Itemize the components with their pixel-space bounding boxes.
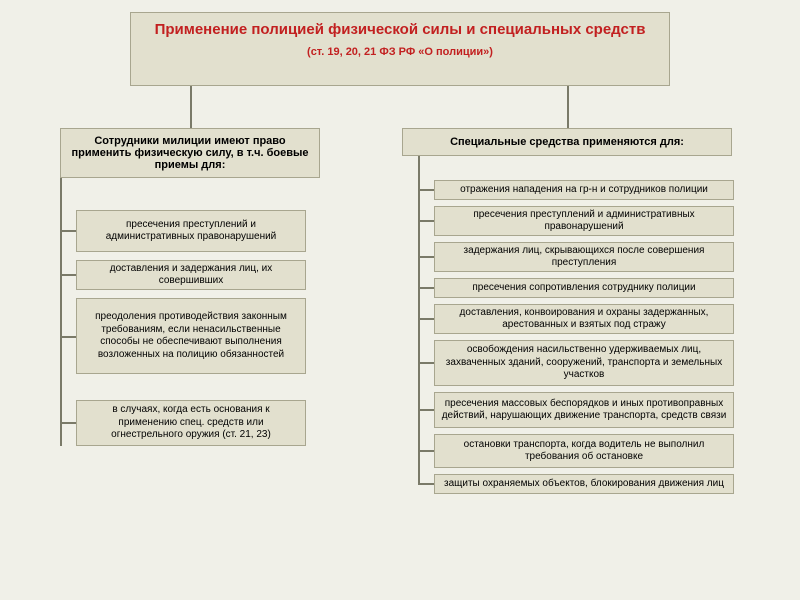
connector — [418, 362, 434, 364]
connector — [418, 318, 434, 320]
left-header: Сотрудники милиции имеют право применить… — [60, 128, 320, 178]
right-item: задержания лиц, скрывающихся после совер… — [434, 242, 734, 272]
connector — [418, 287, 434, 289]
connector — [418, 156, 420, 484]
connector — [418, 483, 434, 485]
title-box: Применение полицией физической силы и сп… — [130, 12, 670, 86]
connector — [60, 178, 62, 446]
title-main: Применение полицией физической силы и сп… — [151, 21, 649, 40]
connector — [190, 86, 192, 128]
connector — [60, 336, 76, 338]
right-item: остановки транспорта, когда водитель не … — [434, 434, 734, 468]
left-item: доставления и задержания лиц, их соверши… — [76, 260, 306, 290]
connector — [60, 274, 76, 276]
right-item: отражения нападения на гр-н и сотруднико… — [434, 180, 734, 200]
connector — [567, 86, 569, 128]
left-item: пресечения преступлений и административн… — [76, 210, 306, 252]
left-item: преодоления противодействия законным тре… — [76, 298, 306, 374]
connector — [418, 450, 434, 452]
connector — [418, 189, 434, 191]
right-item: защиты охраняемых объектов, блокирования… — [434, 474, 734, 494]
right-header: Специальные средства применяются для: — [402, 128, 732, 156]
connector — [60, 422, 76, 424]
right-item: пресечения преступлений и административн… — [434, 206, 734, 236]
connector — [418, 220, 434, 222]
right-item: пресечения сопротивления сотруднику поли… — [434, 278, 734, 298]
left-item: в случаях, когда есть основания к примен… — [76, 400, 306, 446]
right-item: доставления, конвоирования и охраны заде… — [434, 304, 734, 334]
connector — [418, 409, 434, 411]
connector — [418, 256, 434, 258]
title-sub: (ст. 19, 20, 21 ФЗ РФ «О полиции») — [151, 46, 649, 58]
right-item: освобождения насильственно удерживаемых … — [434, 340, 734, 386]
right-item: пресечения массовых беспорядков и иных п… — [434, 392, 734, 428]
connector — [60, 230, 76, 232]
